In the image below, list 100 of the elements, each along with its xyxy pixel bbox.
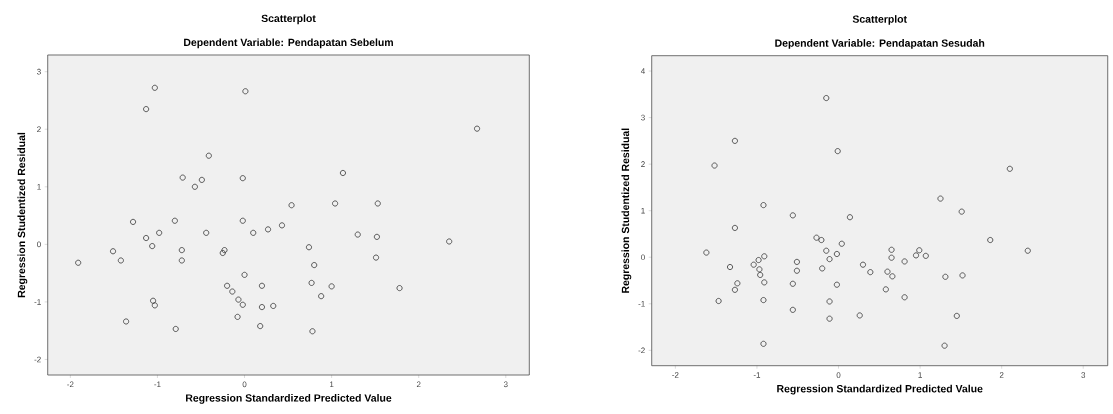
point [813, 234, 820, 241]
point [823, 247, 830, 254]
point [179, 174, 186, 181]
point [916, 247, 923, 254]
point [156, 229, 163, 236]
point [224, 282, 231, 289]
y-axis-title: Regression Studentized Residual [17, 132, 28, 298]
point [731, 224, 738, 231]
point [823, 95, 830, 102]
point [889, 273, 896, 280]
point [396, 285, 403, 292]
point [250, 229, 257, 236]
point [123, 318, 130, 325]
point [941, 342, 948, 349]
point [958, 208, 965, 215]
point [953, 312, 960, 319]
point [318, 293, 325, 300]
point [265, 226, 272, 233]
point [761, 279, 768, 286]
point [235, 296, 242, 303]
point [270, 302, 277, 309]
x-axis-title: Regression Standardized Predicted Value [777, 384, 983, 395]
point [339, 169, 346, 176]
point [374, 200, 381, 207]
point [789, 306, 796, 313]
point [734, 280, 741, 287]
point [789, 280, 796, 287]
point [760, 202, 767, 209]
point [198, 176, 205, 183]
point [859, 261, 866, 268]
point [760, 340, 767, 347]
point [884, 268, 891, 275]
point [205, 152, 212, 159]
point [756, 266, 763, 273]
point [959, 272, 966, 279]
y-axis-title: Regression Studentized Residual [621, 128, 632, 293]
point [727, 264, 734, 271]
point [311, 262, 318, 269]
point [373, 254, 380, 261]
point [229, 288, 236, 295]
point [239, 217, 246, 224]
point [178, 247, 185, 254]
chart-title: Scatterplot [852, 15, 907, 25]
point [143, 235, 150, 242]
point [242, 88, 249, 95]
point [703, 249, 710, 256]
point [760, 297, 767, 304]
point [258, 282, 265, 289]
point [750, 261, 757, 268]
point [819, 265, 826, 272]
point [882, 286, 889, 293]
point [833, 281, 840, 288]
point [328, 283, 335, 290]
point [309, 328, 316, 335]
point [846, 214, 853, 221]
point [171, 217, 178, 224]
point [826, 315, 833, 322]
point [117, 257, 124, 264]
point [373, 233, 380, 240]
point [149, 243, 156, 250]
point [731, 137, 738, 144]
point [203, 229, 210, 236]
point [257, 323, 264, 330]
point [446, 238, 453, 245]
point [833, 250, 840, 257]
point [715, 298, 722, 304]
point [856, 312, 863, 319]
point [234, 313, 241, 320]
point [826, 298, 833, 305]
point [922, 252, 929, 259]
point [1006, 165, 1013, 172]
point [75, 259, 82, 266]
point [789, 212, 796, 219]
point [888, 246, 895, 253]
x-axis-title: Regression Standardized Predicted Value [186, 394, 392, 404]
point [191, 183, 198, 190]
point [278, 222, 285, 229]
point [130, 218, 137, 225]
point [305, 244, 312, 251]
point [239, 175, 246, 182]
point [711, 162, 718, 169]
point [308, 279, 315, 286]
point [942, 273, 949, 280]
point [888, 254, 895, 261]
point [151, 302, 158, 309]
point [901, 258, 908, 265]
point [1024, 247, 1031, 254]
point [288, 202, 295, 209]
point [110, 248, 117, 255]
point [755, 257, 762, 264]
point [867, 269, 874, 276]
point [757, 271, 764, 278]
point [332, 200, 339, 207]
point [172, 325, 179, 332]
point [761, 253, 768, 260]
chart-title: Scatterplot [261, 14, 316, 25]
point [731, 286, 738, 293]
point [818, 237, 825, 244]
point [258, 304, 265, 311]
point [151, 84, 158, 91]
